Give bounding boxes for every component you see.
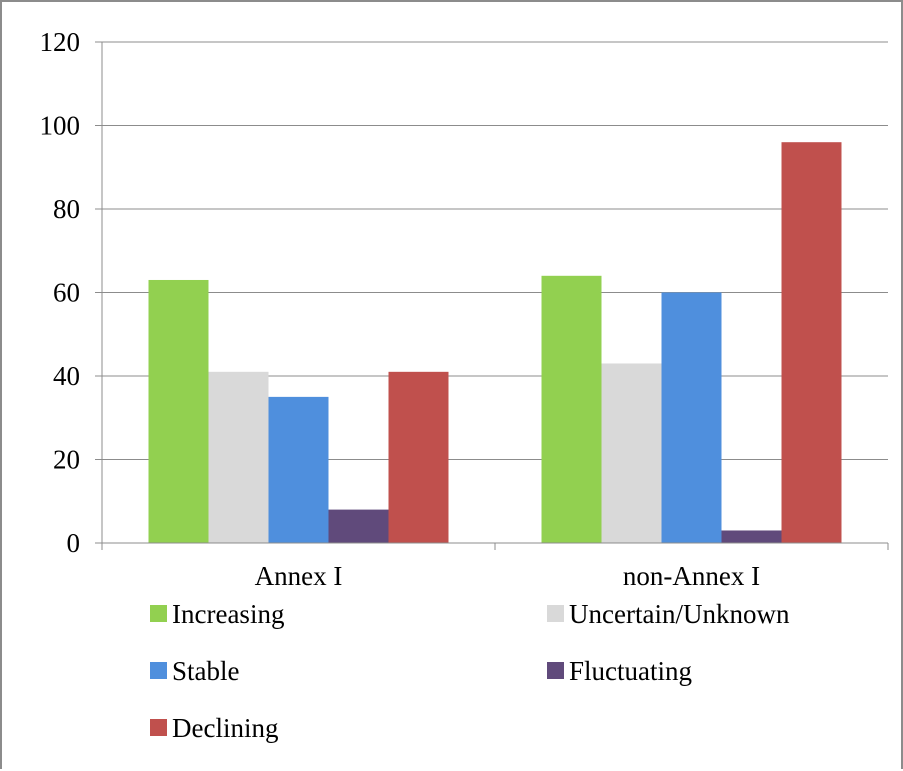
legend-label: Fluctuating [569, 656, 692, 686]
legend-swatch [150, 605, 167, 622]
legend-swatch [547, 662, 564, 679]
axes [95, 41, 889, 550]
x-tick-label: Annex I [255, 561, 343, 591]
bar-uncertain-unknown-0 [208, 371, 269, 543]
legend-label: Stable [172, 656, 240, 686]
y-tick-label: 120 [40, 27, 81, 57]
bar-fluctuating-0 [328, 509, 389, 543]
legend-item: Fluctuating [547, 656, 692, 686]
bar-stable-0 [268, 396, 329, 543]
y-tick-label: 100 [40, 111, 81, 141]
legend-item: Declining [150, 713, 278, 743]
y-tick-label: 60 [53, 278, 80, 308]
x-tick-labels: Annex I non-Annex I [255, 561, 760, 591]
bar-declining-1 [781, 142, 842, 543]
bar-increasing-1 [541, 275, 602, 543]
bar-increasing-0 [148, 279, 209, 543]
bar-fluctuating-1 [721, 530, 782, 543]
legend-swatch [547, 605, 564, 622]
legend-item: Stable [150, 656, 240, 686]
legend-swatch [150, 662, 167, 679]
y-tick-label: 20 [53, 445, 80, 475]
legend: Increasing Uncertain/Unknown Stable Fluctua… [150, 599, 790, 743]
y-tick-label: 80 [53, 194, 80, 224]
bar-declining-0 [388, 371, 449, 543]
legend-item: Uncertain/Unknown [547, 599, 790, 629]
bar-stable-1 [661, 292, 722, 543]
legend-label: Increasing [172, 599, 284, 629]
legend-item: Increasing [150, 599, 284, 629]
x-tick-label: non-Annex I [623, 561, 760, 591]
legend-label: Declining [172, 713, 278, 743]
bars [148, 142, 842, 543]
legend-label: Uncertain/Unknown [569, 599, 790, 629]
legend-swatch [150, 719, 167, 736]
y-tick-label: 0 [67, 528, 81, 558]
y-tick-label: 40 [53, 361, 80, 391]
bar-uncertain-unknown-1 [601, 363, 662, 543]
y-tick-labels: 0 20 40 60 80 100 120 [40, 27, 81, 558]
